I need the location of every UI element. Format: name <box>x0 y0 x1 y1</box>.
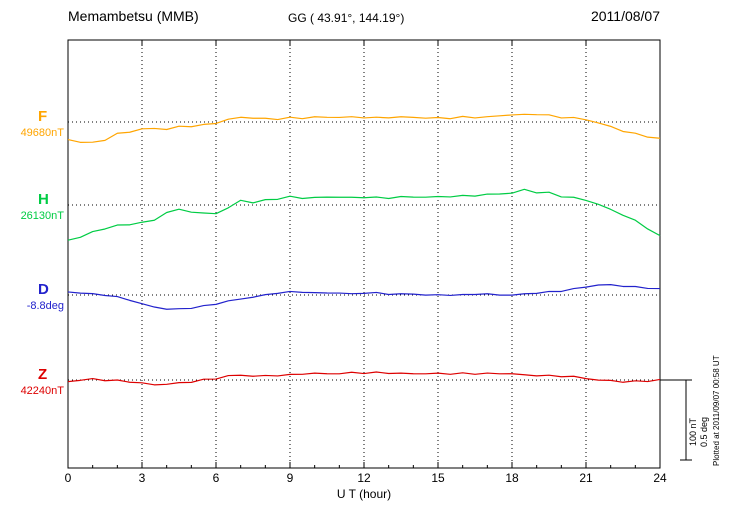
series-D-value: -8.8deg <box>26 300 64 312</box>
trace-D <box>67 284 661 310</box>
series-D-label: D <box>38 281 49 298</box>
x-tick-label: 15 <box>431 471 445 485</box>
series-H-value: 26130nT <box>20 210 64 222</box>
x-tick-label: 0 <box>64 471 72 485</box>
plotted-at-note: Plotted at 2011/09/07 00:58 UT <box>712 355 721 466</box>
series-H-label: H <box>38 191 49 208</box>
x-axis-label: U T (hour) <box>336 487 392 501</box>
plot-date: 2011/08/07 <box>590 8 660 24</box>
x-tick-label: 9 <box>286 471 294 485</box>
trace-F <box>67 113 661 143</box>
trace-Z <box>67 371 661 386</box>
x-tick-label: 18 <box>505 471 519 485</box>
x-tick-label: 21 <box>579 471 593 485</box>
station-title: Memambetsu (MMB) <box>68 8 199 24</box>
scale-bar-nt-label: 100 nT <box>688 417 698 446</box>
x-tick-label: 24 <box>653 471 667 485</box>
series-Z-value: 42240nT <box>20 385 64 397</box>
geo-coordinates: GG ( 43.91°, 144.19°) <box>288 11 405 25</box>
series-F-value: 49680nT <box>20 127 64 139</box>
trace-H <box>67 188 661 241</box>
series-F-label: F <box>38 108 48 125</box>
x-tick-label: 3 <box>138 471 146 485</box>
scale-bar-deg-label: 0.5 deg <box>699 416 709 447</box>
x-tick-label: 12 <box>357 471 371 485</box>
x-tick-label: 6 <box>212 471 220 485</box>
series-Z-label: Z <box>38 366 48 383</box>
